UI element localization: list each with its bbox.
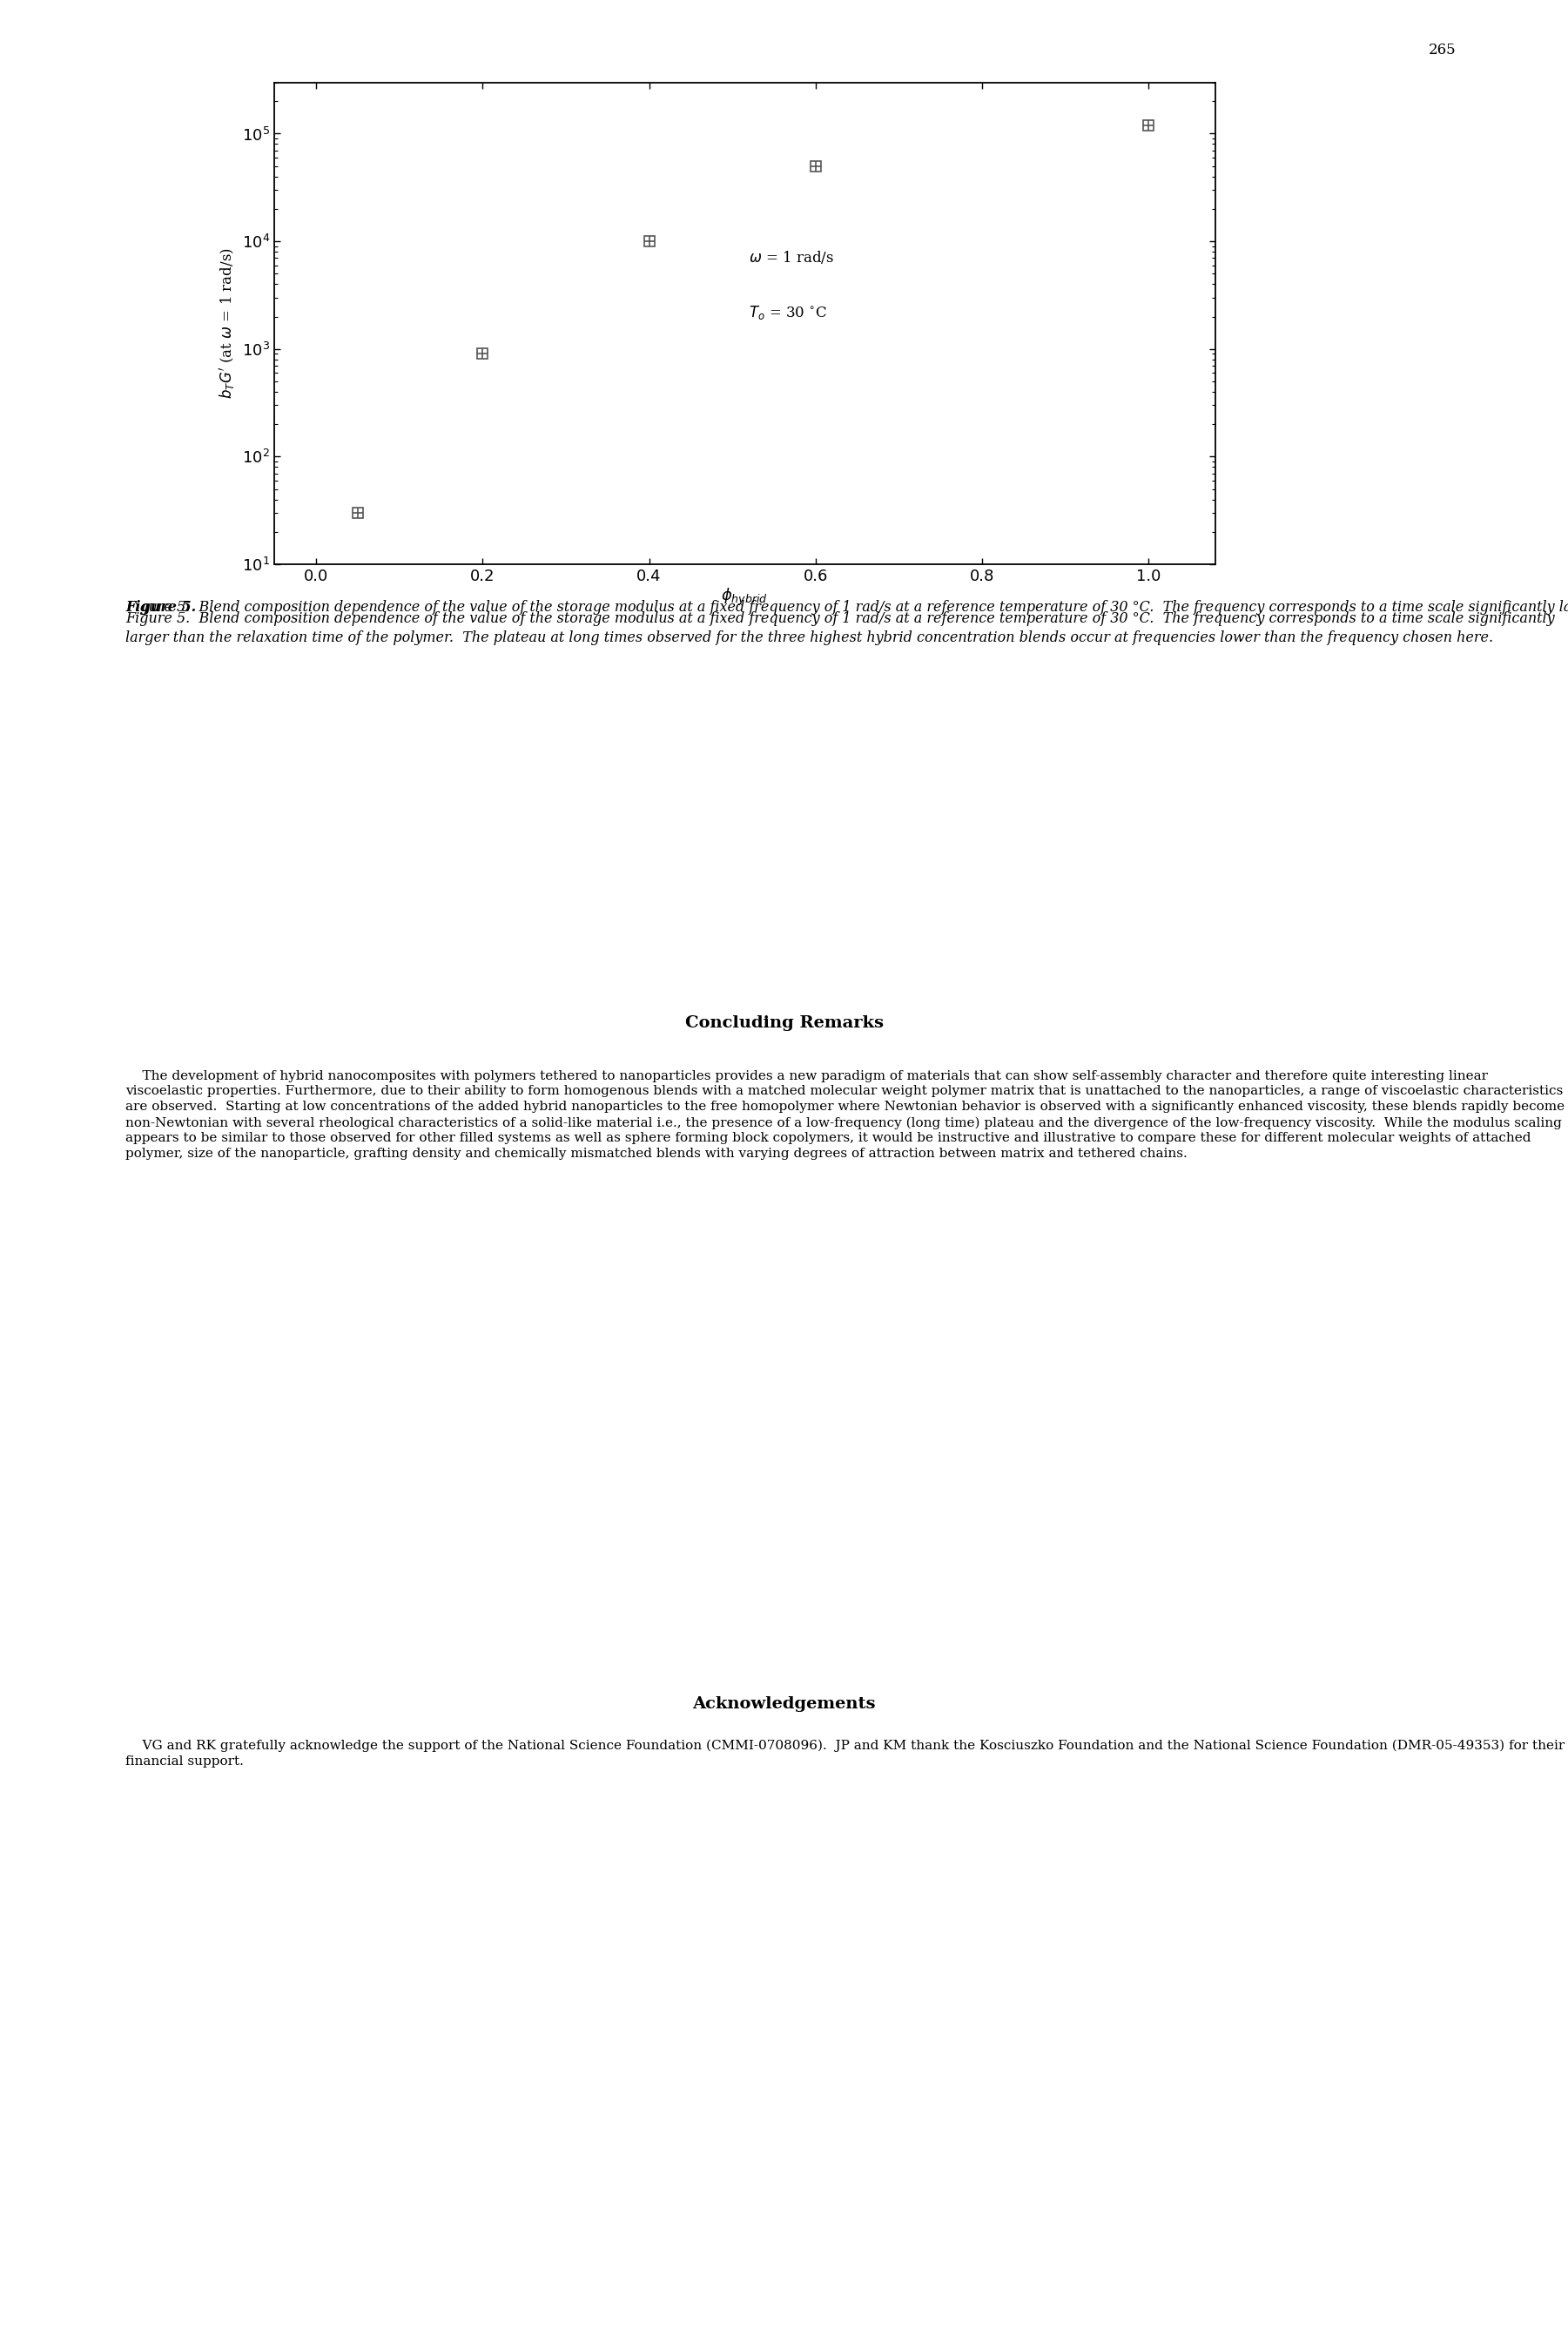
Text: $\omega$ = 1 rad/s: $\omega$ = 1 rad/s bbox=[750, 249, 834, 266]
Text: Figure 5.  Blend composition dependence of the value of the storage modulus at a: Figure 5. Blend composition dependence o… bbox=[125, 600, 1568, 614]
Y-axis label: $b_T G^{\prime}$ (at $\omega$ = 1 rad/s): $b_T G^{\prime}$ (at $\omega$ = 1 rad/s) bbox=[218, 247, 237, 400]
Text: Concluding Remarks: Concluding Remarks bbox=[685, 1016, 883, 1030]
Text: Acknowledgements: Acknowledgements bbox=[693, 1697, 875, 1712]
Text: Figure 5.: Figure 5. bbox=[125, 600, 196, 614]
Text: VG and RK gratefully acknowledge the support of the National Science Foundation : VG and RK gratefully acknowledge the sup… bbox=[125, 1740, 1565, 1768]
Text: Figure 5.  Blend composition dependence of the value of the storage modulus at a: Figure 5. Blend composition dependence o… bbox=[125, 611, 1555, 644]
Text: $T_o$ = 30 $^{\circ}$C: $T_o$ = 30 $^{\circ}$C bbox=[750, 303, 828, 322]
Text: 265: 265 bbox=[1428, 42, 1457, 56]
Text: The development of hybrid nanocomposites with polymers tethered to nanoparticles: The development of hybrid nanocomposites… bbox=[125, 1070, 1565, 1159]
X-axis label: $\phi_{hybrid}$: $\phi_{hybrid}$ bbox=[721, 585, 768, 607]
